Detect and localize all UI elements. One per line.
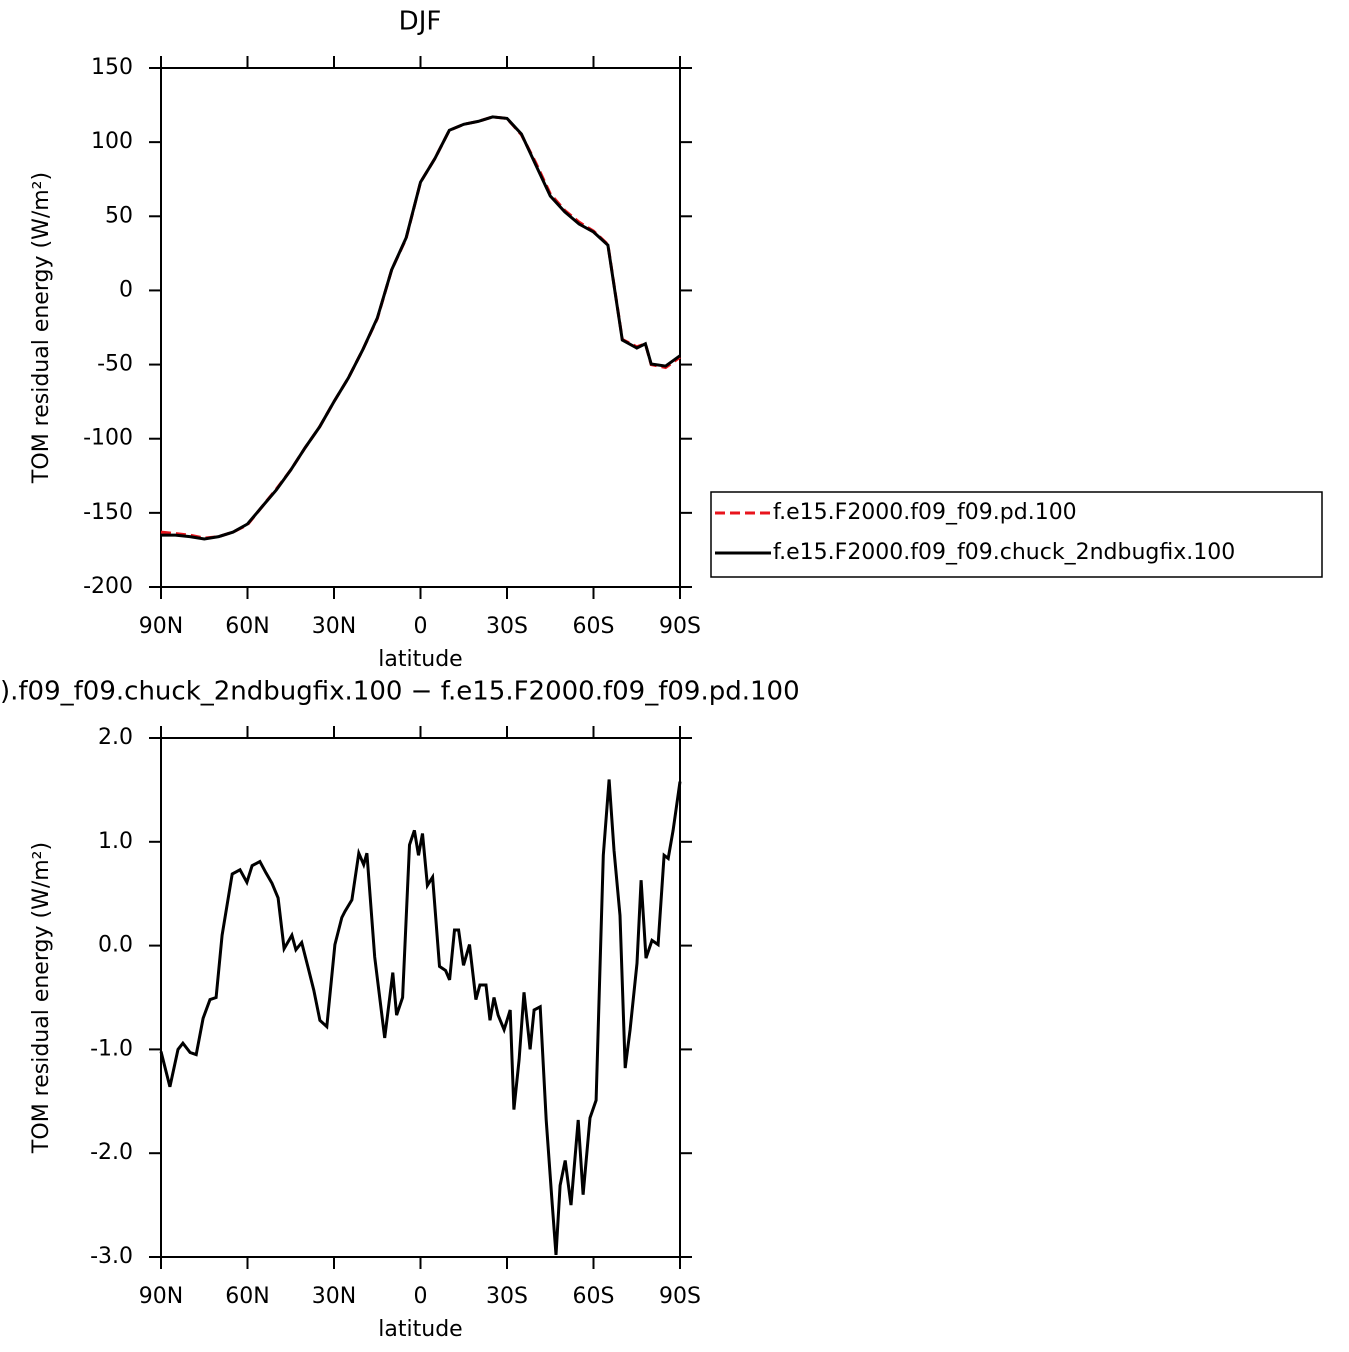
chart-title: ).f09_f09.chuck_2ndbugfix.100 − f.e15.F2… — [0, 677, 800, 707]
x-axis-label: latitude — [378, 1317, 462, 1342]
x-tick-label: 60S — [573, 1284, 615, 1309]
plot-frame — [160, 737, 681, 1258]
y-tick-label: 100 — [91, 129, 133, 154]
y-tick-label: -100 — [83, 426, 133, 451]
x-tick-label: 0 — [414, 1284, 428, 1309]
y-tick-label: 2.0 — [98, 725, 133, 750]
x-tick-label: 60N — [225, 1284, 269, 1309]
y-tick-label: -2.0 — [90, 1140, 133, 1165]
series-line — [159, 779, 682, 1256]
legend-label: f.e15.F2000.f09_f09.pd.100 — [773, 500, 1077, 525]
y-tick-label: -150 — [83, 500, 133, 525]
x-tick-label: 60N — [225, 614, 269, 639]
x-tick-label: 0 — [414, 614, 428, 639]
y-tick-label: 0 — [119, 277, 133, 302]
y-tick-label: -200 — [83, 574, 133, 599]
y-tick-label: 50 — [105, 203, 133, 228]
series-line — [161, 115, 681, 541]
x-tick-label: 60S — [573, 614, 615, 639]
x-axis-label: latitude — [378, 647, 462, 672]
y-axis-label: TOM residual energy (W/m²) — [29, 842, 54, 1154]
y-tick-label: -1.0 — [90, 1036, 133, 1061]
y-axis-label: TOM residual energy (W/m²) — [29, 172, 54, 484]
x-tick-label: 30N — [312, 1284, 356, 1309]
x-tick-label: 90N — [139, 1284, 183, 1309]
x-tick-label: 90S — [659, 614, 701, 639]
plot-frame — [160, 67, 681, 588]
legend-box — [710, 491, 1323, 578]
x-tick-label: 90S — [659, 1284, 701, 1309]
x-tick-label: 30S — [486, 614, 528, 639]
y-tick-label: 1.0 — [98, 829, 133, 854]
legend-label: f.e15.F2000.f09_f09.chuck_2ndbugfix.100 — [773, 540, 1235, 565]
panel: ).f09_f09.chuck_2ndbugfix.100 − f.e15.F2… — [0, 677, 800, 1343]
chart-title: DJF — [399, 7, 442, 37]
x-tick-label: 30N — [312, 614, 356, 639]
y-tick-label: -50 — [97, 352, 133, 377]
x-tick-label: 90N — [139, 614, 183, 639]
y-tick-label: -3.0 — [90, 1244, 133, 1269]
x-tick-label: 30S — [486, 1284, 528, 1309]
y-tick-label: 150 — [91, 55, 133, 80]
y-tick-label: 0.0 — [98, 933, 133, 958]
